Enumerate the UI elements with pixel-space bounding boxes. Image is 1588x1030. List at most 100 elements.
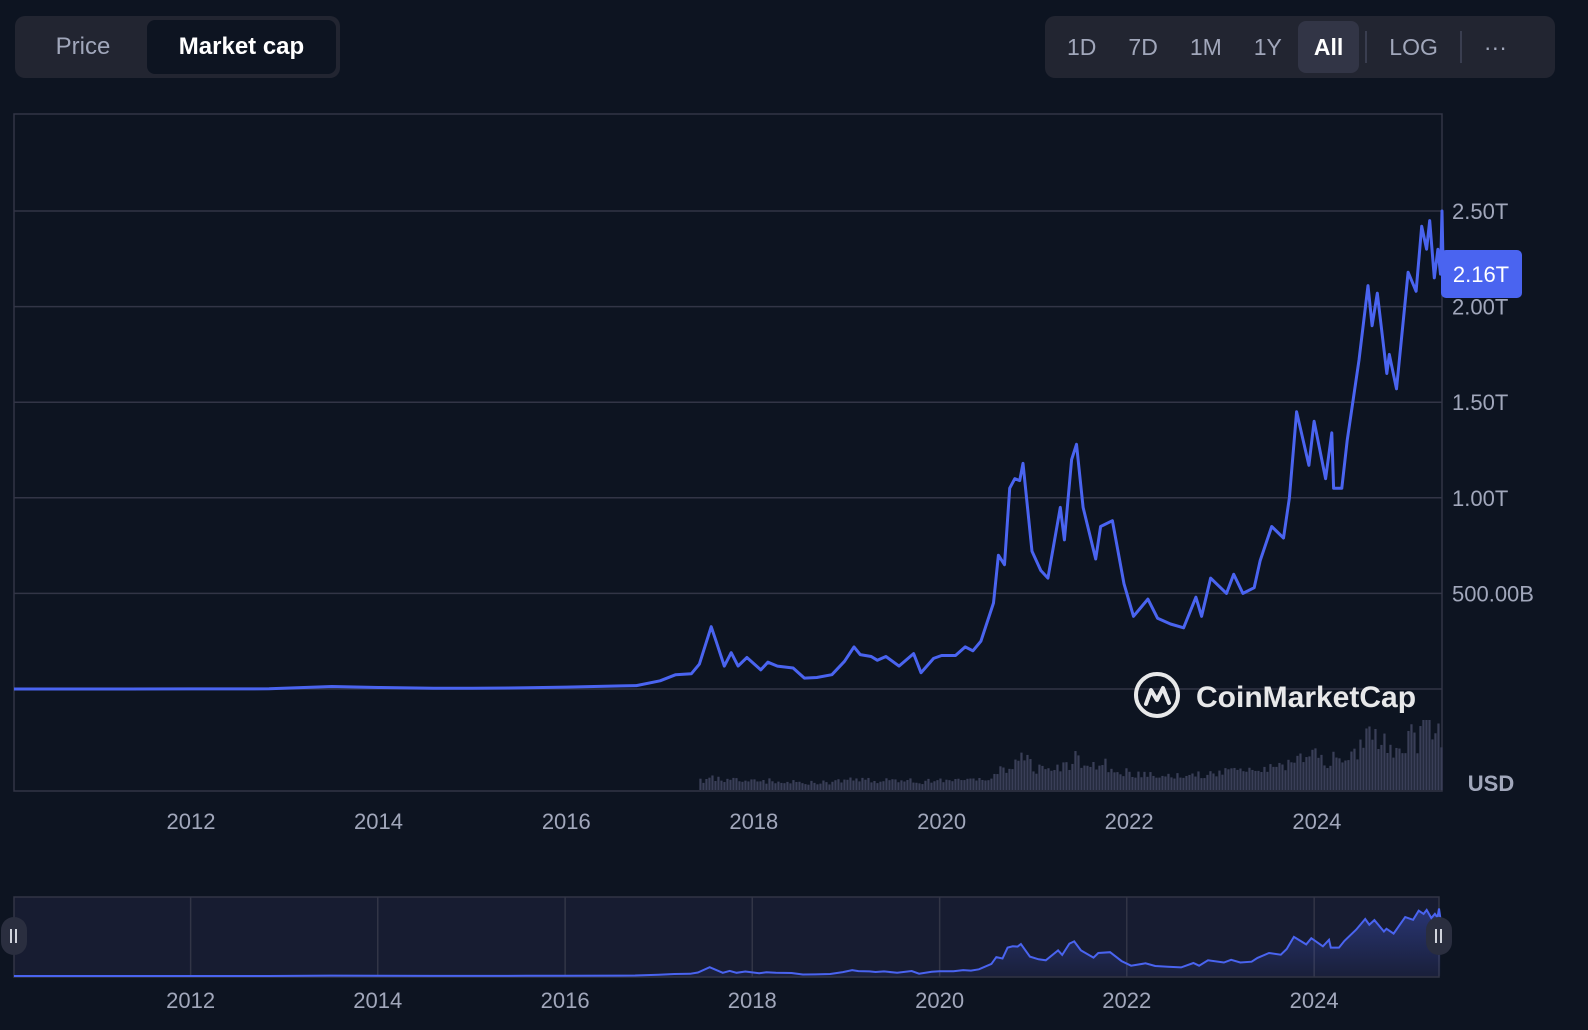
volume-bar — [915, 782, 918, 790]
volume-bar — [1260, 771, 1263, 790]
volume-bar — [1356, 759, 1359, 790]
volume-bar — [1071, 763, 1074, 790]
volume-bar — [1296, 755, 1299, 790]
volume-bar — [1173, 778, 1176, 790]
volume-bar — [822, 780, 825, 790]
volume-bar — [1299, 753, 1302, 790]
volume-bar — [744, 780, 747, 790]
volume-bar — [1152, 775, 1155, 790]
volume-bar — [1026, 754, 1029, 790]
volume-bar — [810, 780, 813, 790]
navigator-line — [14, 908, 1442, 977]
volume-bar — [978, 778, 981, 790]
volume-bar — [807, 784, 810, 790]
volume-bar — [798, 781, 801, 790]
volume-bar — [858, 781, 861, 790]
y-axis: 500.00B 1.00T 1.50T 2.00T 2.50T — [1452, 199, 1534, 606]
x-tick-label: 2024 — [1292, 809, 1341, 834]
volume-bar — [1380, 744, 1383, 790]
more-options-icon[interactable]: ··· — [1483, 33, 1507, 60]
volume-bar — [831, 781, 834, 790]
range-1d-button[interactable]: 1D — [1067, 33, 1097, 60]
x-tick-label: 2012 — [167, 809, 216, 834]
volume-bar — [873, 780, 876, 790]
volume-bar — [1359, 739, 1362, 790]
volume-bar — [1116, 772, 1119, 790]
volume-bar — [879, 781, 882, 790]
volume-bar — [708, 777, 711, 790]
volume-bar — [975, 780, 978, 790]
y-tick-label: 2.50T — [1452, 199, 1508, 224]
navigator-x-tick-label: 2020 — [915, 988, 964, 1013]
watermark-text: CoinMarketCap — [1196, 681, 1416, 714]
volume-bar — [1383, 733, 1386, 790]
volume-bar — [1353, 748, 1356, 790]
volume-bar — [984, 780, 987, 790]
volume-bar — [1110, 768, 1113, 790]
navigator-x-tick-label: 2016 — [541, 988, 590, 1013]
volume-bar — [1146, 776, 1149, 790]
navigator-left-handle[interactable] — [1, 917, 27, 955]
metric-toggle: Price Market cap — [15, 16, 340, 78]
volume-bar — [1014, 759, 1017, 790]
x-tick-label: 2014 — [354, 809, 403, 834]
y-tick-label: 2.00T — [1452, 295, 1508, 320]
volume-bar — [1368, 726, 1371, 790]
coinmarketcap-watermark: CoinMarketCap — [1134, 672, 1416, 718]
volume-bar — [894, 779, 897, 790]
volume-bar — [942, 782, 945, 790]
range-all-button[interactable]: All — [1297, 21, 1360, 73]
volume-bar — [1431, 739, 1434, 790]
coinmarketcap-logo-icon — [1134, 672, 1180, 718]
volume-bar — [1338, 758, 1341, 790]
volume-bar — [1212, 773, 1215, 790]
volume-bar — [834, 780, 837, 790]
range-1y-button[interactable]: 1Y — [1253, 33, 1282, 60]
volume-bar — [933, 781, 936, 790]
volume-bar — [1215, 776, 1218, 790]
volume-bar — [945, 779, 948, 790]
volume-bar — [1179, 777, 1182, 790]
navigator-right-handle[interactable] — [1426, 917, 1452, 955]
volume-bar — [957, 778, 960, 790]
volume-bar — [849, 777, 852, 790]
volume-bar — [1284, 770, 1287, 790]
volume-bar — [1164, 776, 1167, 790]
volume-bar — [732, 777, 735, 790]
volume-bar — [765, 783, 768, 790]
volume-bar — [1221, 774, 1224, 790]
volume-bar — [1416, 753, 1419, 790]
range-7d-button[interactable]: 7D — [1128, 33, 1158, 60]
volume-bar — [1203, 778, 1206, 790]
volume-bar — [1263, 766, 1266, 790]
volume-bar — [753, 779, 756, 790]
volume-bar — [1044, 769, 1047, 790]
range-1m-button[interactable]: 1M — [1189, 33, 1222, 60]
volume-bar — [828, 784, 831, 790]
volume-bar — [1008, 768, 1011, 790]
volume-bar — [1224, 768, 1227, 790]
volume-bar — [846, 779, 849, 790]
range-navigator[interactable]: 2012 2014 2016 2018 2020 2022 2024 — [1, 896, 1452, 1013]
volume-bar — [1314, 748, 1317, 790]
y-tick-label: 1.00T — [1452, 486, 1508, 511]
volume-bar — [816, 784, 819, 790]
market-cap-tab[interactable]: Market cap — [147, 20, 336, 74]
volume-bar — [903, 781, 906, 790]
volume-bar — [1062, 762, 1065, 790]
volume-bar — [1080, 767, 1083, 790]
volume-bar — [1143, 771, 1146, 790]
market-cap-line — [14, 209, 1445, 691]
volume-bar — [729, 779, 732, 790]
volume-bar — [1371, 739, 1374, 790]
volume-bar — [1347, 760, 1350, 790]
navigator-x-tick-label: 2024 — [1290, 988, 1339, 1013]
volume-bar — [1341, 762, 1344, 790]
log-scale-button[interactable]: LOG — [1389, 33, 1438, 60]
volume-bar — [1158, 777, 1161, 790]
volume-bar — [1038, 764, 1041, 790]
volume-bar — [1068, 769, 1071, 790]
price-tab[interactable]: Price — [55, 33, 111, 60]
volume-bar — [1002, 767, 1005, 790]
